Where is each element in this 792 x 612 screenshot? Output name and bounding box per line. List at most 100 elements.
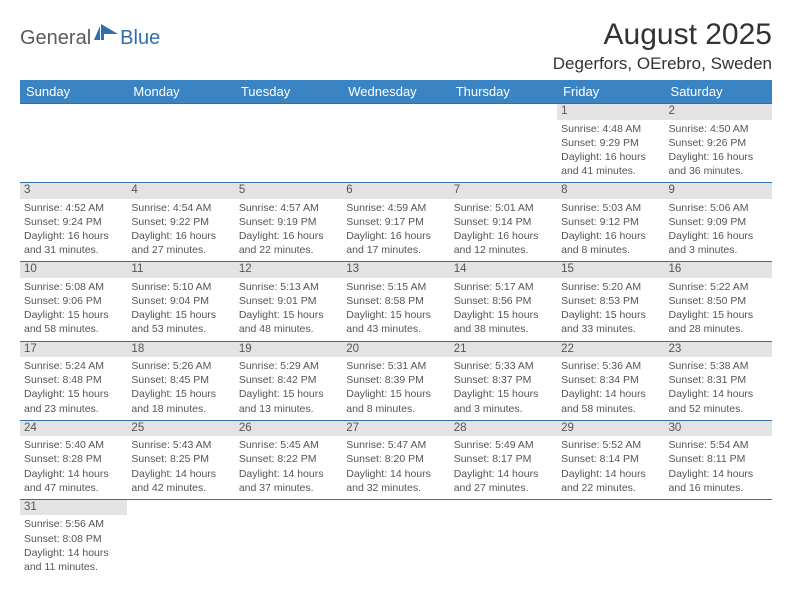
day-number-row: 17181920212223	[20, 341, 772, 357]
sunset-text: Sunset: 8:39 PM	[346, 373, 445, 387]
day-content-cell: Sunrise: 5:01 AMSunset: 9:14 PMDaylight:…	[450, 199, 557, 262]
sunrise-text: Sunrise: 5:40 AM	[24, 438, 123, 452]
location-text: Degerfors, OErebro, Sweden	[553, 54, 772, 74]
day-content-cell: Sunrise: 5:15 AMSunset: 8:58 PMDaylight:…	[342, 278, 449, 341]
weekday-header: Friday	[557, 80, 664, 104]
daylight-text2: and 17 minutes.	[346, 243, 445, 257]
day-number-cell: 30	[665, 420, 772, 436]
daylight-text: Daylight: 14 hours	[24, 467, 123, 481]
weekday-header: Sunday	[20, 80, 127, 104]
day-number-cell: 12	[235, 262, 342, 278]
daylight-text2: and 32 minutes.	[346, 481, 445, 495]
day-content-cell: Sunrise: 5:06 AMSunset: 9:09 PMDaylight:…	[665, 199, 772, 262]
daylight-text: Daylight: 16 hours	[669, 150, 768, 164]
sunrise-text: Sunrise: 5:22 AM	[669, 280, 768, 294]
day-content-cell	[342, 515, 449, 578]
day-content-cell: Sunrise: 5:38 AMSunset: 8:31 PMDaylight:…	[665, 357, 772, 420]
daylight-text: Daylight: 16 hours	[131, 229, 230, 243]
sunset-text: Sunset: 8:45 PM	[131, 373, 230, 387]
day-content-cell: Sunrise: 5:45 AMSunset: 8:22 PMDaylight:…	[235, 436, 342, 499]
day-content-cell	[665, 515, 772, 578]
sunrise-text: Sunrise: 5:13 AM	[239, 280, 338, 294]
day-content-cell: Sunrise: 5:17 AMSunset: 8:56 PMDaylight:…	[450, 278, 557, 341]
day-content-row: Sunrise: 5:56 AMSunset: 8:08 PMDaylight:…	[20, 515, 772, 578]
day-content-row: Sunrise: 5:08 AMSunset: 9:06 PMDaylight:…	[20, 278, 772, 341]
daylight-text: Daylight: 14 hours	[454, 467, 553, 481]
day-number-cell: 18	[127, 341, 234, 357]
daylight-text: Daylight: 15 hours	[561, 308, 660, 322]
weekday-header: Tuesday	[235, 80, 342, 104]
day-content-cell: Sunrise: 5:13 AMSunset: 9:01 PMDaylight:…	[235, 278, 342, 341]
day-content-cell	[127, 120, 234, 183]
sunrise-text: Sunrise: 5:29 AM	[239, 359, 338, 373]
day-number-cell	[557, 499, 664, 515]
sunrise-text: Sunrise: 5:03 AM	[561, 201, 660, 215]
sunrise-text: Sunrise: 4:50 AM	[669, 122, 768, 136]
day-content-cell: Sunrise: 5:31 AMSunset: 8:39 PMDaylight:…	[342, 357, 449, 420]
daylight-text2: and 48 minutes.	[239, 322, 338, 336]
daylight-text: Daylight: 15 hours	[24, 308, 123, 322]
header-row: General Blue August 2025 Degerfors, OEre…	[20, 18, 772, 74]
daylight-text2: and 36 minutes.	[669, 164, 768, 178]
sunset-text: Sunset: 8:08 PM	[24, 532, 123, 546]
daylight-text2: and 38 minutes.	[454, 322, 553, 336]
sunrise-text: Sunrise: 5:01 AM	[454, 201, 553, 215]
day-number-cell: 14	[450, 262, 557, 278]
day-number-cell: 24	[20, 420, 127, 436]
day-number-cell: 20	[342, 341, 449, 357]
daylight-text: Daylight: 15 hours	[346, 387, 445, 401]
sunrise-text: Sunrise: 5:06 AM	[669, 201, 768, 215]
day-number-cell	[235, 104, 342, 120]
sunset-text: Sunset: 8:42 PM	[239, 373, 338, 387]
daylight-text2: and 58 minutes.	[561, 402, 660, 416]
daylight-text2: and 58 minutes.	[24, 322, 123, 336]
daylight-text2: and 27 minutes.	[454, 481, 553, 495]
day-number-row: 10111213141516	[20, 262, 772, 278]
daylight-text: Daylight: 14 hours	[239, 467, 338, 481]
day-number-cell	[20, 104, 127, 120]
sunset-text: Sunset: 8:22 PM	[239, 452, 338, 466]
daylight-text2: and 22 minutes.	[239, 243, 338, 257]
daylight-text: Daylight: 15 hours	[131, 387, 230, 401]
daylight-text: Daylight: 15 hours	[454, 308, 553, 322]
daylight-text2: and 12 minutes.	[454, 243, 553, 257]
flag-icon	[94, 24, 120, 45]
daylight-text: Daylight: 16 hours	[346, 229, 445, 243]
sunset-text: Sunset: 9:04 PM	[131, 294, 230, 308]
title-block: August 2025 Degerfors, OErebro, Sweden	[553, 18, 772, 74]
logo-text-general: General	[20, 27, 91, 50]
sunrise-text: Sunrise: 5:49 AM	[454, 438, 553, 452]
day-content-row: Sunrise: 4:52 AMSunset: 9:24 PMDaylight:…	[20, 199, 772, 262]
day-number-cell: 10	[20, 262, 127, 278]
calendar-page: General Blue August 2025 Degerfors, OEre…	[0, 0, 792, 588]
day-number-cell	[665, 499, 772, 515]
sunset-text: Sunset: 8:48 PM	[24, 373, 123, 387]
day-content-cell	[450, 515, 557, 578]
daylight-text2: and 47 minutes.	[24, 481, 123, 495]
sunrise-text: Sunrise: 5:20 AM	[561, 280, 660, 294]
sunset-text: Sunset: 8:31 PM	[669, 373, 768, 387]
day-number-cell: 9	[665, 183, 772, 199]
day-number-cell: 15	[557, 262, 664, 278]
day-content-cell: Sunrise: 5:36 AMSunset: 8:34 PMDaylight:…	[557, 357, 664, 420]
daylight-text: Daylight: 14 hours	[561, 387, 660, 401]
daylight-text: Daylight: 16 hours	[669, 229, 768, 243]
sunrise-text: Sunrise: 5:33 AM	[454, 359, 553, 373]
day-number-cell: 22	[557, 341, 664, 357]
day-number-row: 31	[20, 499, 772, 515]
day-content-cell: Sunrise: 5:54 AMSunset: 8:11 PMDaylight:…	[665, 436, 772, 499]
day-number-row: 12	[20, 104, 772, 120]
daylight-text: Daylight: 16 hours	[454, 229, 553, 243]
calendar-table: Sunday Monday Tuesday Wednesday Thursday…	[20, 80, 772, 578]
daylight-text: Daylight: 14 hours	[669, 467, 768, 481]
daylight-text: Daylight: 16 hours	[239, 229, 338, 243]
day-content-cell: Sunrise: 4:52 AMSunset: 9:24 PMDaylight:…	[20, 199, 127, 262]
day-content-cell	[450, 120, 557, 183]
day-content-cell: Sunrise: 5:20 AMSunset: 8:53 PMDaylight:…	[557, 278, 664, 341]
sunset-text: Sunset: 9:09 PM	[669, 215, 768, 229]
day-number-cell	[450, 499, 557, 515]
day-content-row: Sunrise: 5:40 AMSunset: 8:28 PMDaylight:…	[20, 436, 772, 499]
daylight-text: Daylight: 14 hours	[131, 467, 230, 481]
daylight-text2: and 28 minutes.	[669, 322, 768, 336]
day-content-cell	[235, 515, 342, 578]
